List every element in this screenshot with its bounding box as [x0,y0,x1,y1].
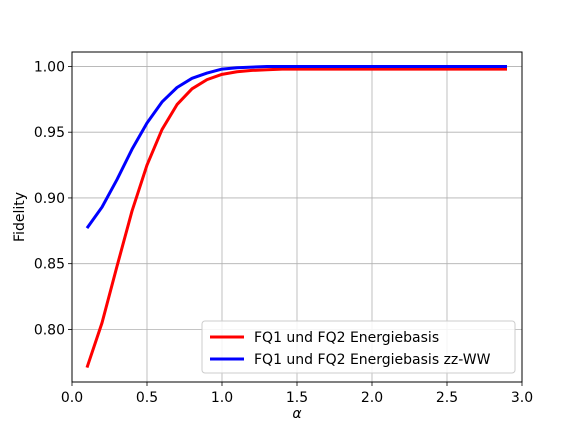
x-axis-label: α [292,406,302,422]
x-axis-ticks: 0.0 0.5 1.0 1.5 2.0 2.5 3.0 [61,382,533,406]
series-line-2 [85,64,507,230]
y-tick-label: 0.90 [34,191,65,207]
y-axis-ticks: 0.80 0.85 0.90 0.95 1.00 [34,59,72,338]
x-tick-label: 3.0 [511,390,533,406]
legend: FQ1 und FQ2 Energiebasis FQ1 und FQ2 Ener… [201,320,516,374]
y-tick-label: 0.85 [34,257,65,273]
y-axis-label: Fidelity [12,192,28,242]
series-lines [85,64,507,369]
y-tick-label: 0.95 [34,125,65,141]
x-tick-label: 1.5 [286,390,308,406]
x-tick-label: 2.5 [436,390,458,406]
series-line-1 [85,67,507,369]
y-tick-label: 0.80 [34,322,65,338]
x-tick-label: 1.0 [211,390,233,406]
legend-label-1: FQ1 und FQ2 Energiebasis [254,330,439,346]
y-tick-label: 1.00 [34,59,65,75]
x-tick-label: 0.0 [61,390,83,406]
grid [71,52,523,382]
legend-label-2: FQ1 und FQ2 Energiebasis zz-WW [254,352,491,368]
legend-box [201,320,516,374]
x-tick-label: 0.5 [136,390,158,406]
x-tick-label: 2.0 [361,390,383,406]
